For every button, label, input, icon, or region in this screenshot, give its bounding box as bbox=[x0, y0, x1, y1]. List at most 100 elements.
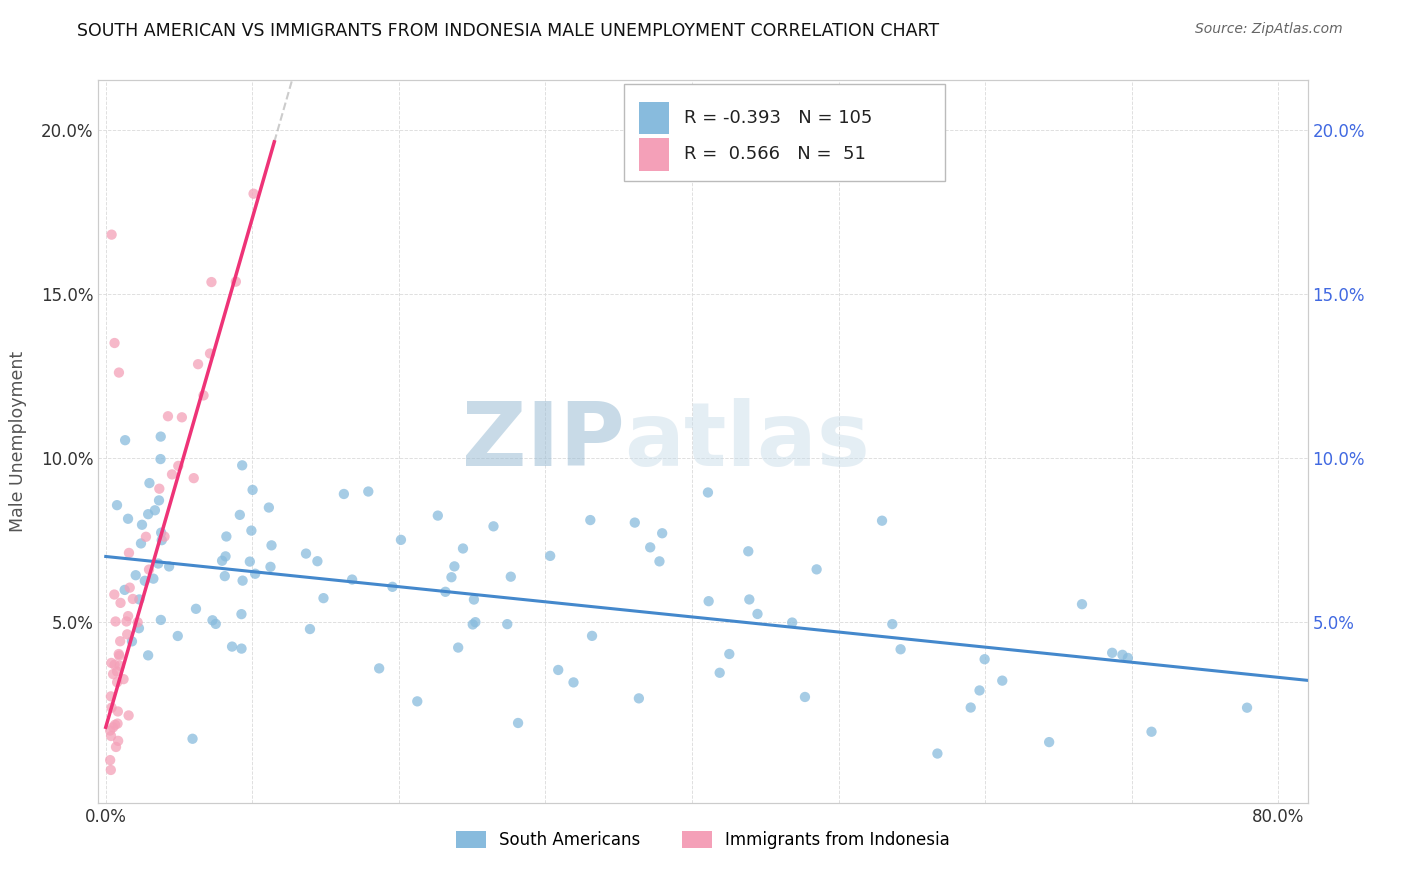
Point bbox=[482, 519, 505, 533]
Point bbox=[107, 734, 129, 748]
Point bbox=[623, 516, 645, 530]
Point bbox=[443, 559, 465, 574]
Point bbox=[242, 483, 264, 497]
Bar bbox=[638, 138, 669, 170]
Point bbox=[1116, 651, 1139, 665]
Point bbox=[100, 763, 122, 777]
Point bbox=[991, 673, 1014, 688]
Point bbox=[368, 661, 391, 675]
Point bbox=[638, 541, 661, 555]
Point bbox=[193, 388, 215, 402]
Point bbox=[98, 723, 121, 738]
Point bbox=[890, 642, 912, 657]
Point bbox=[464, 615, 486, 630]
Point bbox=[134, 574, 156, 588]
Point bbox=[128, 621, 150, 635]
Point bbox=[128, 592, 150, 607]
Point bbox=[709, 665, 731, 680]
Point bbox=[214, 569, 236, 583]
Point bbox=[198, 346, 221, 360]
Point bbox=[201, 613, 224, 627]
Point bbox=[499, 570, 522, 584]
Point bbox=[240, 524, 263, 538]
Point bbox=[651, 526, 673, 541]
Point bbox=[870, 514, 893, 528]
Point bbox=[98, 753, 121, 767]
Point bbox=[136, 648, 159, 663]
Point bbox=[125, 568, 148, 582]
Point bbox=[127, 615, 149, 630]
Point bbox=[150, 533, 173, 548]
Point bbox=[107, 647, 129, 661]
Point bbox=[340, 573, 363, 587]
Point bbox=[118, 581, 141, 595]
Text: R = -0.393   N = 105: R = -0.393 N = 105 bbox=[683, 109, 872, 128]
Point bbox=[697, 485, 720, 500]
Point bbox=[214, 549, 236, 564]
Point bbox=[260, 538, 283, 552]
Point bbox=[406, 694, 429, 708]
Point bbox=[1101, 646, 1123, 660]
Point bbox=[150, 525, 173, 540]
Point bbox=[104, 615, 127, 629]
Point bbox=[200, 275, 222, 289]
Point bbox=[221, 640, 243, 654]
Point bbox=[148, 493, 170, 508]
Point bbox=[148, 557, 170, 571]
Point bbox=[882, 617, 904, 632]
Point bbox=[156, 409, 179, 424]
Point bbox=[100, 700, 122, 714]
Y-axis label: Male Unemployment: Male Unemployment bbox=[10, 351, 27, 533]
Point bbox=[131, 517, 153, 532]
Point bbox=[697, 594, 720, 608]
Legend: South Americans, Immigrants from Indonesia: South Americans, Immigrants from Indones… bbox=[449, 824, 957, 856]
Point bbox=[181, 731, 204, 746]
Point bbox=[959, 700, 981, 714]
Point bbox=[118, 546, 141, 560]
Point bbox=[170, 410, 193, 425]
Point bbox=[738, 592, 761, 607]
Point bbox=[969, 683, 991, 698]
Point bbox=[149, 429, 172, 443]
Point bbox=[100, 227, 122, 242]
Point bbox=[547, 663, 569, 677]
Point bbox=[718, 647, 741, 661]
Point bbox=[538, 549, 561, 563]
Point bbox=[381, 580, 404, 594]
Point bbox=[167, 458, 190, 473]
Point bbox=[105, 665, 128, 679]
Point bbox=[451, 541, 474, 556]
Point bbox=[115, 615, 138, 629]
Point bbox=[104, 718, 127, 732]
Point bbox=[229, 508, 252, 522]
Point bbox=[121, 634, 143, 648]
Point bbox=[211, 554, 233, 568]
Point bbox=[103, 588, 125, 602]
Point bbox=[747, 607, 769, 621]
Point bbox=[447, 640, 470, 655]
Point bbox=[108, 658, 131, 673]
Point bbox=[115, 627, 138, 641]
Point bbox=[440, 570, 463, 584]
Point bbox=[142, 572, 165, 586]
Point bbox=[927, 747, 949, 761]
Point bbox=[1140, 724, 1163, 739]
Point bbox=[105, 498, 128, 512]
Point bbox=[101, 667, 124, 681]
Point bbox=[100, 729, 122, 743]
Point bbox=[157, 559, 180, 574]
Point bbox=[114, 433, 136, 447]
Point bbox=[973, 652, 995, 666]
Point bbox=[579, 513, 602, 527]
Point bbox=[231, 607, 253, 621]
Point bbox=[117, 512, 139, 526]
Text: SOUTH AMERICAN VS IMMIGRANTS FROM INDONESIA MALE UNEMPLOYMENT CORRELATION CHART: SOUTH AMERICAN VS IMMIGRANTS FROM INDONE… bbox=[77, 22, 939, 40]
Point bbox=[562, 675, 585, 690]
Point bbox=[166, 629, 188, 643]
Point bbox=[135, 530, 157, 544]
Point bbox=[108, 648, 131, 663]
Point bbox=[117, 708, 139, 723]
Point bbox=[307, 554, 329, 568]
Point bbox=[426, 508, 449, 523]
Point bbox=[160, 467, 183, 482]
